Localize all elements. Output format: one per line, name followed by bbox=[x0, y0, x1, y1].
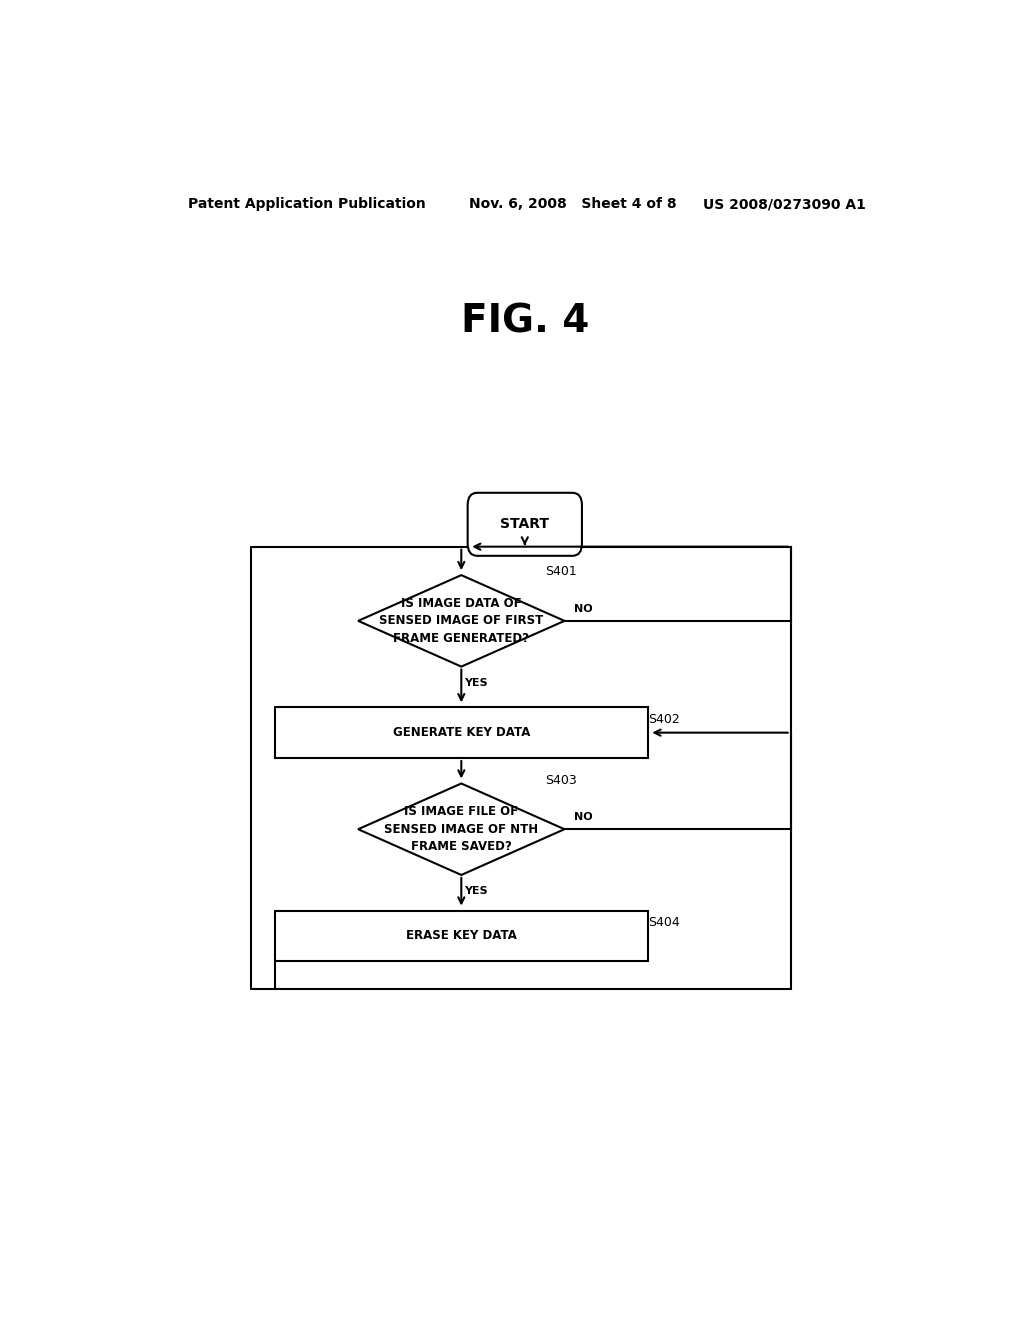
Text: Patent Application Publication: Patent Application Publication bbox=[187, 197, 425, 211]
Text: S402: S402 bbox=[648, 713, 680, 726]
Text: FIG. 4: FIG. 4 bbox=[461, 302, 589, 341]
Polygon shape bbox=[358, 784, 564, 875]
Text: S403: S403 bbox=[545, 774, 577, 787]
Text: START: START bbox=[501, 517, 549, 532]
Text: NO: NO bbox=[574, 812, 593, 822]
Text: GENERATE KEY DATA: GENERATE KEY DATA bbox=[392, 726, 530, 739]
Text: IS IMAGE DATA OF
SENSED IMAGE OF FIRST
FRAME GENERATED?: IS IMAGE DATA OF SENSED IMAGE OF FIRST F… bbox=[379, 597, 544, 645]
Text: YES: YES bbox=[464, 678, 487, 688]
Text: IS IMAGE FILE OF
SENSED IMAGE OF NTH
FRAME SAVED?: IS IMAGE FILE OF SENSED IMAGE OF NTH FRA… bbox=[384, 805, 539, 853]
Text: Nov. 6, 2008   Sheet 4 of 8: Nov. 6, 2008 Sheet 4 of 8 bbox=[469, 197, 677, 211]
Text: US 2008/0273090 A1: US 2008/0273090 A1 bbox=[703, 197, 866, 211]
Text: S404: S404 bbox=[648, 916, 680, 929]
Text: YES: YES bbox=[464, 886, 487, 896]
Bar bbox=[274, 708, 648, 758]
Text: NO: NO bbox=[574, 603, 593, 614]
Text: S401: S401 bbox=[545, 565, 577, 578]
Polygon shape bbox=[358, 576, 564, 667]
FancyBboxPatch shape bbox=[468, 492, 582, 556]
Bar bbox=[274, 911, 648, 961]
Bar bbox=[251, 546, 791, 989]
Text: ERASE KEY DATA: ERASE KEY DATA bbox=[406, 929, 517, 942]
